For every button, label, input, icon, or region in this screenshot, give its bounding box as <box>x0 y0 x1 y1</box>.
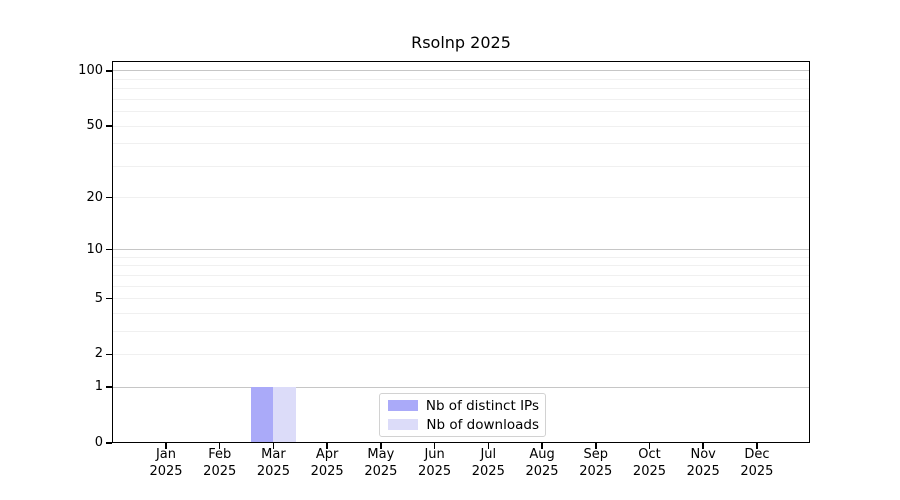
x-tick-year: 2025 <box>149 464 183 479</box>
x-tick-year: 2025 <box>256 464 290 479</box>
x-tick-month: Feb <box>208 447 232 462</box>
legend-swatch-distinct-ips <box>388 400 418 411</box>
minor-gridline <box>112 125 810 127</box>
x-tick-year: 2025 <box>632 464 667 479</box>
minor-gridline <box>112 312 810 314</box>
y-tick-label: 100 <box>78 62 103 78</box>
x-tick-month: May <box>367 447 395 462</box>
x-tick-year: 2025 <box>203 464 237 479</box>
x-tick-label: Jun 2025 <box>403 446 467 480</box>
major-gridline <box>112 70 810 72</box>
y-tick-label: 0 <box>94 435 103 450</box>
x-tick-mark <box>272 443 275 449</box>
minor-gridline <box>112 274 810 276</box>
x-tick-mark <box>326 443 328 449</box>
x-tick-label: May 2025 <box>349 446 413 480</box>
y-tick-mark <box>106 386 112 388</box>
x-tick-label: Sep 2025 <box>564 446 628 480</box>
x-tick-month: Jul <box>480 447 497 462</box>
minor-gridline <box>112 353 810 355</box>
chart-title: Rsolnp 2025 <box>411 33 511 52</box>
x-tick-label: Mar 2025 <box>241 446 305 480</box>
y-tick-label: 1 <box>94 379 103 395</box>
plot-area <box>112 61 810 443</box>
x-tick-label: Oct 2025 <box>617 446 681 480</box>
minor-gridline <box>112 285 810 287</box>
minor-gridline <box>112 197 810 199</box>
minor-gridline <box>112 165 810 167</box>
x-tick-year: 2025 <box>579 464 613 479</box>
legend-item-downloads: Nb of downloads <box>386 417 539 433</box>
y-tick-label: 5 <box>94 290 103 306</box>
legend: Nb of distinct IPs Nb of downloads <box>379 393 546 437</box>
x-tick-month: Mar <box>261 447 286 462</box>
x-tick-mark <box>165 443 167 449</box>
minor-gridline <box>112 265 810 267</box>
x-tick-month: Oct <box>638 447 661 462</box>
x-tick-mark <box>433 443 436 449</box>
x-tick-year: 2025 <box>686 464 720 479</box>
y-tick-label: 20 <box>86 189 103 205</box>
x-tick-month: Aug <box>529 447 555 462</box>
x-tick-year: 2025 <box>471 464 505 479</box>
minor-gridline <box>112 143 810 145</box>
major-gridline <box>112 249 810 251</box>
x-tick-label: Apr 2025 <box>295 446 359 480</box>
y-tick-mark <box>106 353 112 356</box>
x-tick-mark <box>595 443 597 449</box>
x-tick-mark <box>218 443 221 449</box>
bar-downloads <box>273 387 296 443</box>
y-tick-mark <box>106 70 112 72</box>
y-tick-label: 50 <box>86 118 103 134</box>
x-tick-label: Jul 2025 <box>456 446 520 480</box>
major-gridline <box>112 386 810 388</box>
y-tick-mark <box>106 248 112 251</box>
x-tick-month: Dec <box>744 447 770 462</box>
y-tick-label: 2 <box>94 346 103 362</box>
x-tick-label: Aug 2025 <box>510 446 574 480</box>
x-tick-month: Jan <box>155 447 177 462</box>
bar-distinct-ips <box>251 387 274 443</box>
y-tick-mark <box>106 442 112 444</box>
minor-gridline <box>112 78 810 80</box>
x-tick-month: Apr <box>315 447 339 462</box>
minor-gridline <box>112 111 810 113</box>
x-tick-mark <box>541 443 543 449</box>
x-tick-year: 2025 <box>364 464 398 479</box>
x-tick-month: Jun <box>424 447 445 462</box>
x-tick-label: Dec 2025 <box>725 446 789 480</box>
x-tick-year: 2025 <box>740 464 774 479</box>
x-tick-year: 2025 <box>310 464 344 479</box>
x-tick-year: 2025 <box>418 464 452 479</box>
x-tick-label: Feb 2025 <box>188 446 252 480</box>
legend-swatch-downloads <box>388 419 418 430</box>
y-tick-label: 10 <box>86 241 103 257</box>
legend-label-distinct-ips: Nb of distinct IPs <box>425 397 539 414</box>
legend-label-downloads: Nb of downloads <box>426 416 539 433</box>
x-tick-mark <box>487 443 490 449</box>
minor-gridline <box>112 330 810 332</box>
x-tick-mark <box>702 443 704 449</box>
y-tick-mark <box>106 125 112 127</box>
x-tick-month: Sep <box>583 447 608 462</box>
legend-item-distinct-ips: Nb of distinct IPs <box>386 398 539 414</box>
y-tick-mark <box>106 297 112 300</box>
x-tick-year: 2025 <box>525 464 559 479</box>
y-tick-mark <box>106 196 112 199</box>
x-tick-mark <box>648 443 651 449</box>
minor-gridline <box>112 98 810 100</box>
x-tick-month: Nov <box>690 447 716 462</box>
x-tick-label: Nov 2025 <box>671 446 735 480</box>
x-tick-mark <box>756 443 758 449</box>
minor-gridline <box>112 298 810 300</box>
minor-gridline <box>112 256 810 258</box>
x-tick-mark <box>380 443 382 449</box>
minor-gridline <box>112 88 810 90</box>
x-tick-label: Jan 2025 <box>134 446 198 480</box>
